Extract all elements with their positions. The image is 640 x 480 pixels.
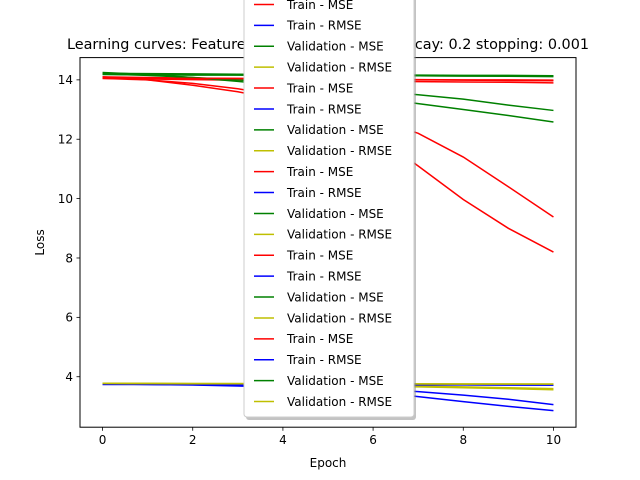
y-axis-label: Loss xyxy=(33,229,47,255)
x-tick-label-4: 8 xyxy=(459,433,467,447)
legend-label-7: Validation - RMSE xyxy=(287,144,392,158)
x-tick-label-5: 10 xyxy=(546,433,561,447)
y-tick-label-2: 8 xyxy=(65,251,73,265)
y-tick-label-4: 12 xyxy=(58,133,73,147)
legend-label-9: Train - RMSE xyxy=(286,186,362,200)
x-tick-label-3: 6 xyxy=(369,433,377,447)
axis-ticks: 0 2 4 6 8 10 4 6 8 10 12 14 xyxy=(58,73,561,447)
legend-label-4: Train - MSE xyxy=(286,81,353,95)
legend-label-3: Validation - RMSE xyxy=(287,60,392,74)
legend-label-1: Train - RMSE xyxy=(286,19,362,33)
y-tick-label-1: 6 xyxy=(65,311,73,325)
legend-label-5: Train - RMSE xyxy=(286,102,362,116)
legend-label-11: Validation - RMSE xyxy=(287,228,392,242)
legend-label-16: Train - MSE xyxy=(286,332,353,346)
legend-label-12: Train - MSE xyxy=(286,249,353,263)
legend-label-2: Validation - MSE xyxy=(287,40,384,54)
legend-label-6: Validation - MSE xyxy=(287,123,384,137)
x-axis-label: Epoch xyxy=(310,456,347,470)
legend-label-13: Train - RMSE xyxy=(286,269,362,283)
y-tick-label-5: 14 xyxy=(58,73,73,87)
legend-box xyxy=(243,0,415,418)
legend-label-19: Validation - RMSE xyxy=(287,395,392,409)
legend-label-10: Validation - MSE xyxy=(287,207,384,221)
legend-label-8: Train - MSE xyxy=(286,165,353,179)
legend-label-0: Train - MSE xyxy=(286,0,353,12)
x-tick-label-2: 4 xyxy=(279,433,287,447)
legend-label-14: Validation - MSE xyxy=(287,290,384,304)
y-tick-label-0: 4 xyxy=(65,370,73,384)
x-tick-label-1: 2 xyxy=(189,433,197,447)
legend-label-18: Validation - MSE xyxy=(287,374,384,388)
legend-label-17: Train - RMSE xyxy=(286,353,362,367)
y-tick-label-3: 10 xyxy=(58,192,73,206)
x-tick-label-0: 0 xyxy=(99,433,107,447)
legend-label-15: Validation - RMSE xyxy=(287,311,392,325)
legend: Train - MSE Train - RMSE Validation - MSE V… xyxy=(243,0,416,420)
